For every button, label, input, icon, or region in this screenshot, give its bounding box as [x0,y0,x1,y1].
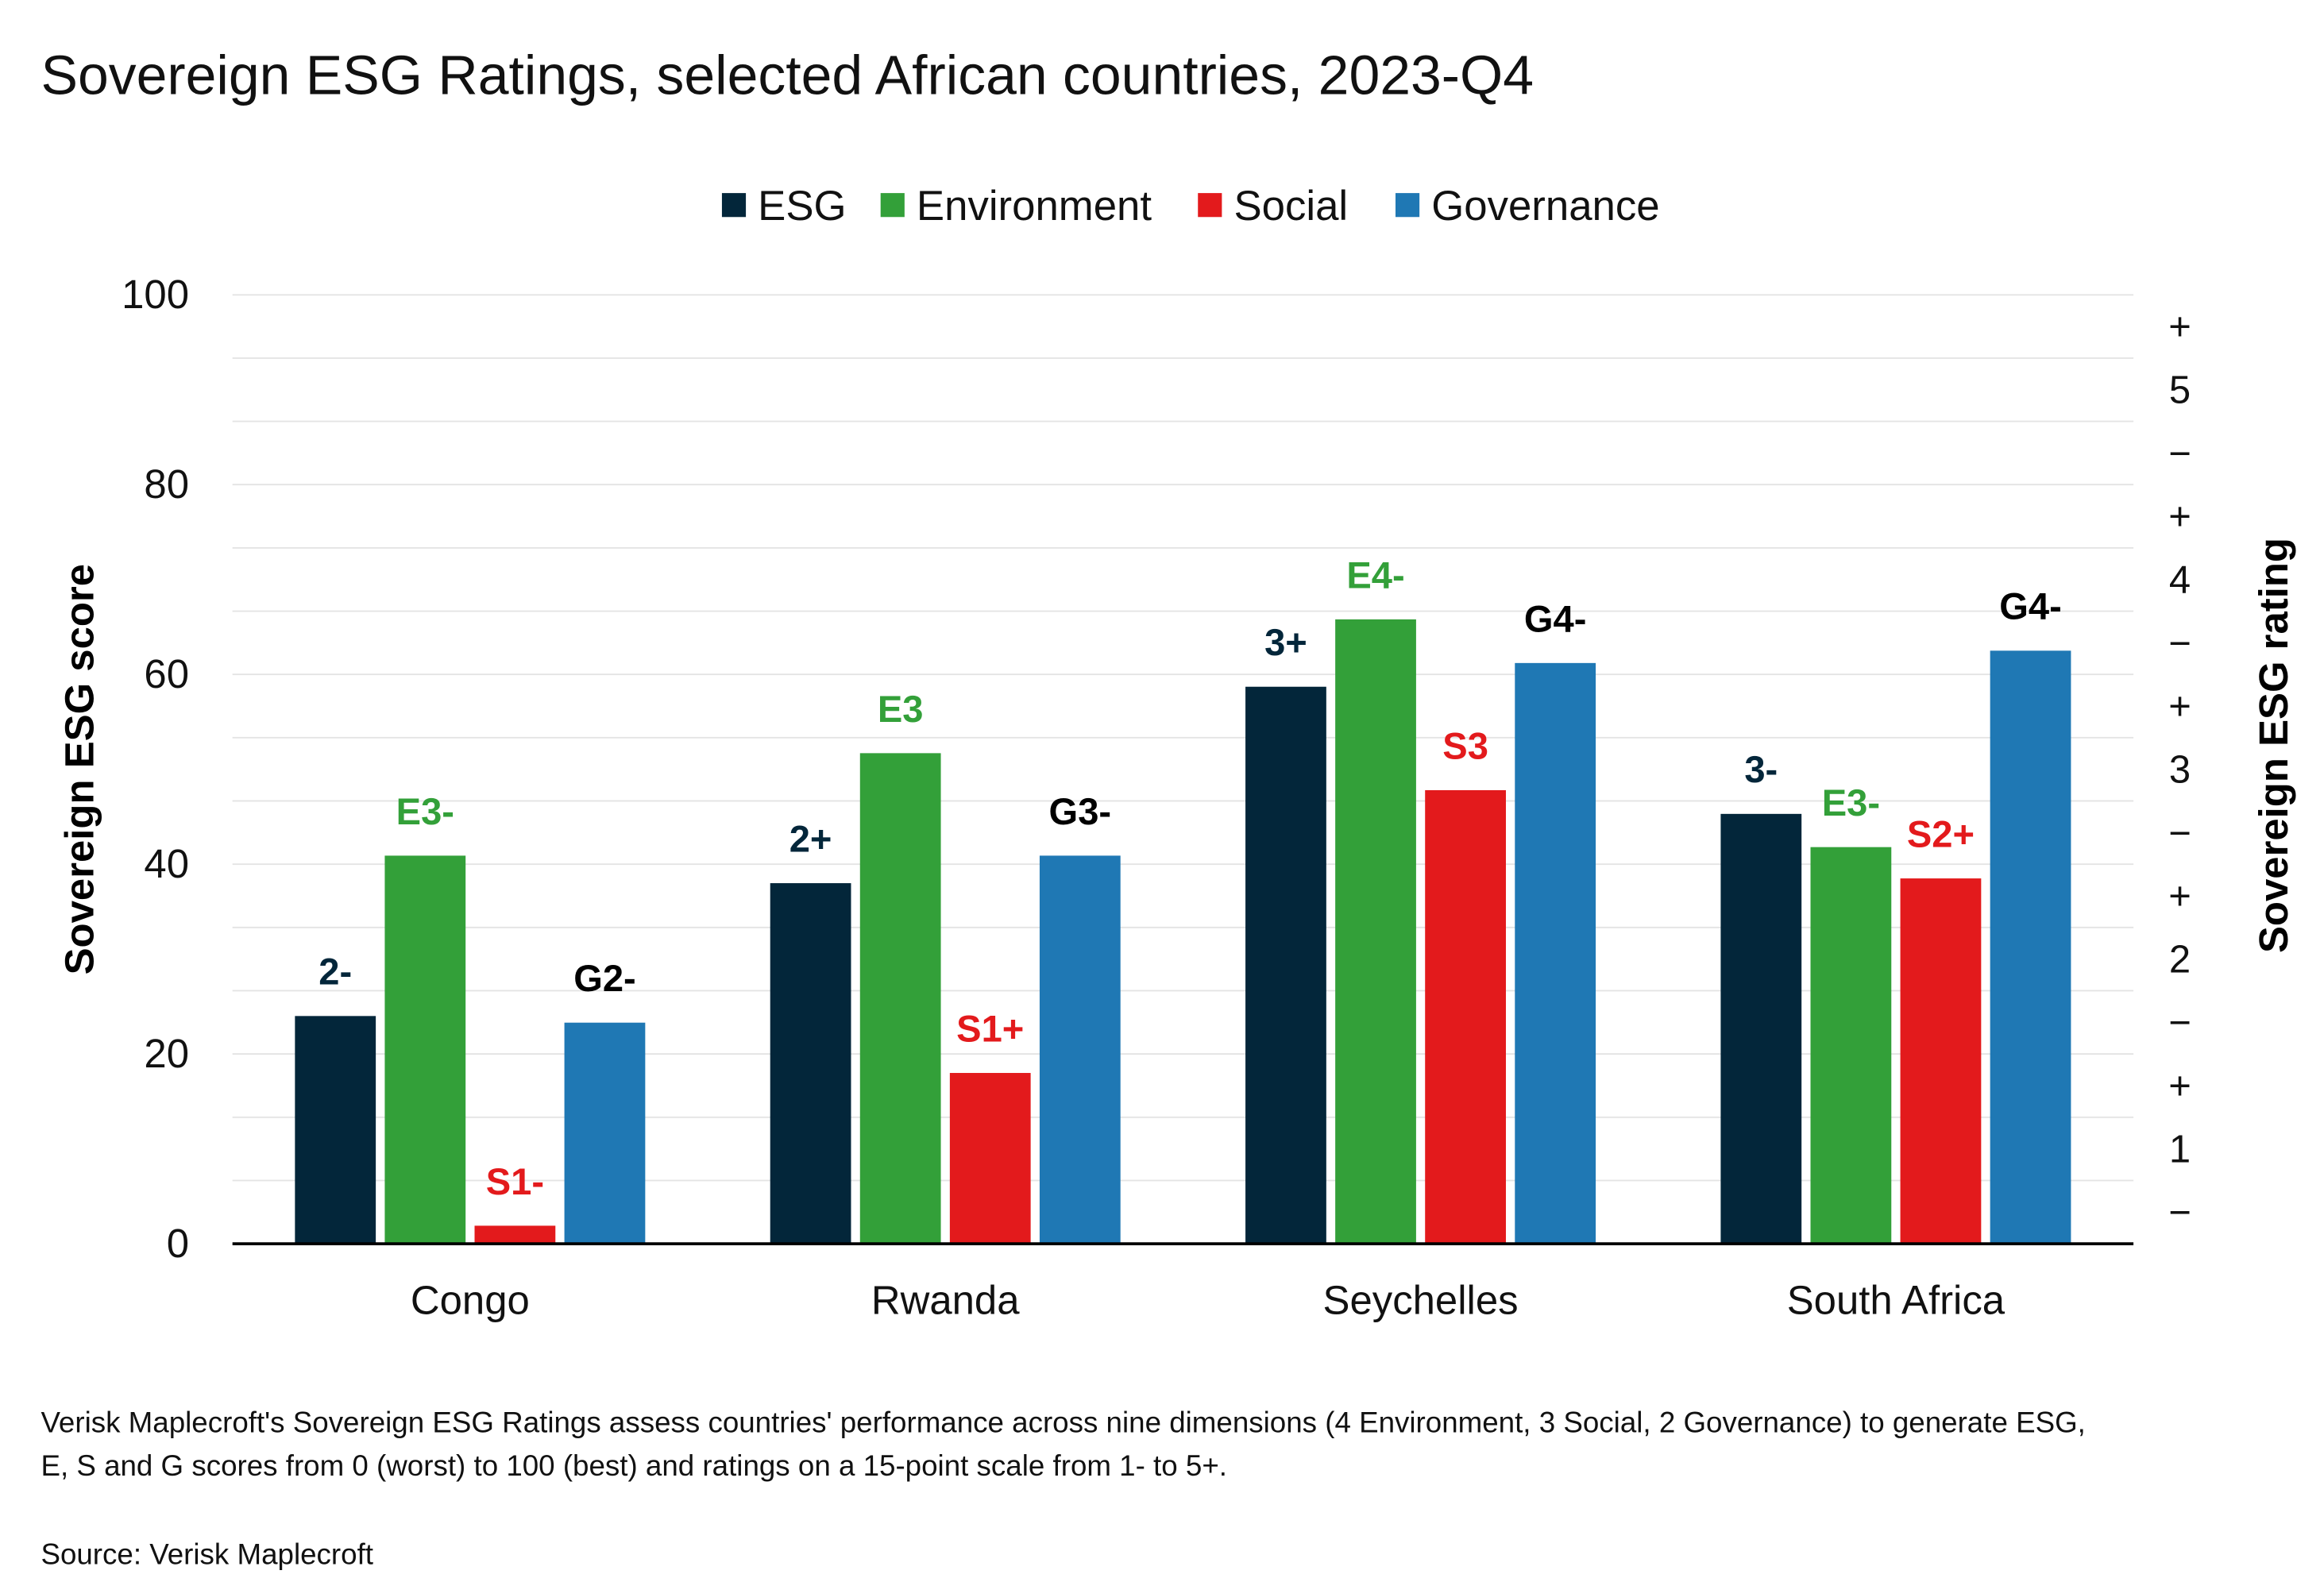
bar-environment [1810,847,1892,1244]
rating-label: S1+ [956,1007,1024,1049]
legend-label: Governance [1431,183,1659,230]
y-tick-label: 60 [144,651,189,696]
chart-title: Sovereign ESG Ratings, selected African … [41,44,1534,106]
bar-social [474,1225,556,1244]
x-tick-label: Rwanda [871,1278,1020,1323]
bar-environment [859,753,941,1244]
rating-label: G3- [1049,790,1112,832]
y2-tick-label: + [2168,875,2191,918]
bar-esg [1245,686,1326,1244]
y2-tick-label: 2 [2169,939,2191,982]
rating-label: S1- [486,1160,544,1202]
gridlines [232,294,2134,1182]
y2-tick-label: + [2168,685,2191,728]
y2-tick-label: − [2168,1001,2191,1044]
rating-label: G4- [1524,597,1587,639]
rating-label: G4- [1999,585,2062,627]
y2-tick-label: − [2168,1191,2191,1234]
bar-governance [1039,855,1121,1244]
y2-tick-label: 5 [2169,369,2191,412]
legend-item-social: Social [1198,183,1348,230]
y2-tick-label: − [2168,622,2191,665]
bar-social [949,1073,1031,1244]
rating-label: E3 [878,688,924,730]
bar-environment [1335,619,1416,1244]
y-axis-title: Sovereign ESG score [56,564,102,974]
rating-label: 2+ [789,817,832,859]
footnote-line-2: E, S and G scores from 0 (worst) to 100 … [41,1449,1227,1482]
y2-tick-label: − [2168,432,2191,475]
bar-esg [1720,813,1802,1244]
x-axis: Congo Rwanda Seychelles South Africa [411,1278,2006,1323]
y2-axis-title: Sovereign ESG rating [2251,538,2296,953]
rating-label: S3 [1442,724,1488,766]
y2-tick-label: 1 [2169,1129,2191,1171]
rating-label: S2+ [1907,813,1975,855]
y2-tick-label: + [2168,306,2191,349]
rating-label: 3- [1744,748,1778,790]
legend-swatch [1395,193,1420,218]
legend: ESG Environment Social Governance [721,183,1660,230]
y-tick-label: 0 [167,1221,189,1266]
bar-governance [1515,662,1596,1244]
legend-label: Social [1233,183,1348,230]
bar-environment [384,855,466,1244]
bar-social [1425,789,1506,1244]
y-axis-left: 0 20 40 60 80 100 [122,272,189,1266]
bar-esg [295,1016,376,1244]
x-tick-label: Seychelles [1323,1278,1519,1323]
y2-tick-label: 4 [2169,559,2191,602]
bar-governance [1990,650,2071,1244]
bar-social [1900,878,1982,1244]
y-axis-right: − 1 + − 2 + − 3 + − 4 + − 5 + [2168,306,2191,1234]
rating-label: 2- [318,951,352,993]
rating-label: 3+ [1264,621,1307,663]
legend-swatch [721,193,747,218]
legend-swatch [1198,193,1222,218]
rating-label: E3- [1822,781,1880,824]
y2-tick-label: 3 [2169,749,2191,792]
legend-item-governance: Governance [1395,183,1660,230]
legend-label: Environment [917,183,1152,230]
y-tick-label: 20 [144,1031,189,1076]
bars: 2- E3- S1- G2- 2+ E3 S1+ G3- 3+ E4- S3 G4- 3- E3- S2+ G… [295,554,2071,1244]
y2-tick-label: + [2168,496,2191,538]
rating-label: G2- [573,957,636,999]
footnote-line-1: Verisk Maplecroft's Sovereign ESG Rating… [41,1406,2085,1439]
legend-item-esg: ESG [721,183,847,230]
y2-tick-label: + [2168,1065,2191,1108]
y-tick-label: 100 [122,272,189,317]
legend-item-environment: Environment [880,183,1152,230]
x-tick-label: South Africa [1787,1278,2006,1323]
x-tick-label: Congo [411,1278,530,1323]
source-note: Source: Verisk Maplecroft [41,1538,373,1570]
y-tick-label: 80 [144,461,189,507]
legend-label: ESG [758,183,846,230]
rating-label: E4- [1346,554,1404,596]
bar-governance [564,1022,646,1244]
y-tick-label: 40 [144,841,189,886]
y2-tick-label: − [2168,812,2191,855]
legend-swatch [880,193,905,218]
rating-label: E3- [396,790,454,832]
bar-esg [770,883,851,1244]
